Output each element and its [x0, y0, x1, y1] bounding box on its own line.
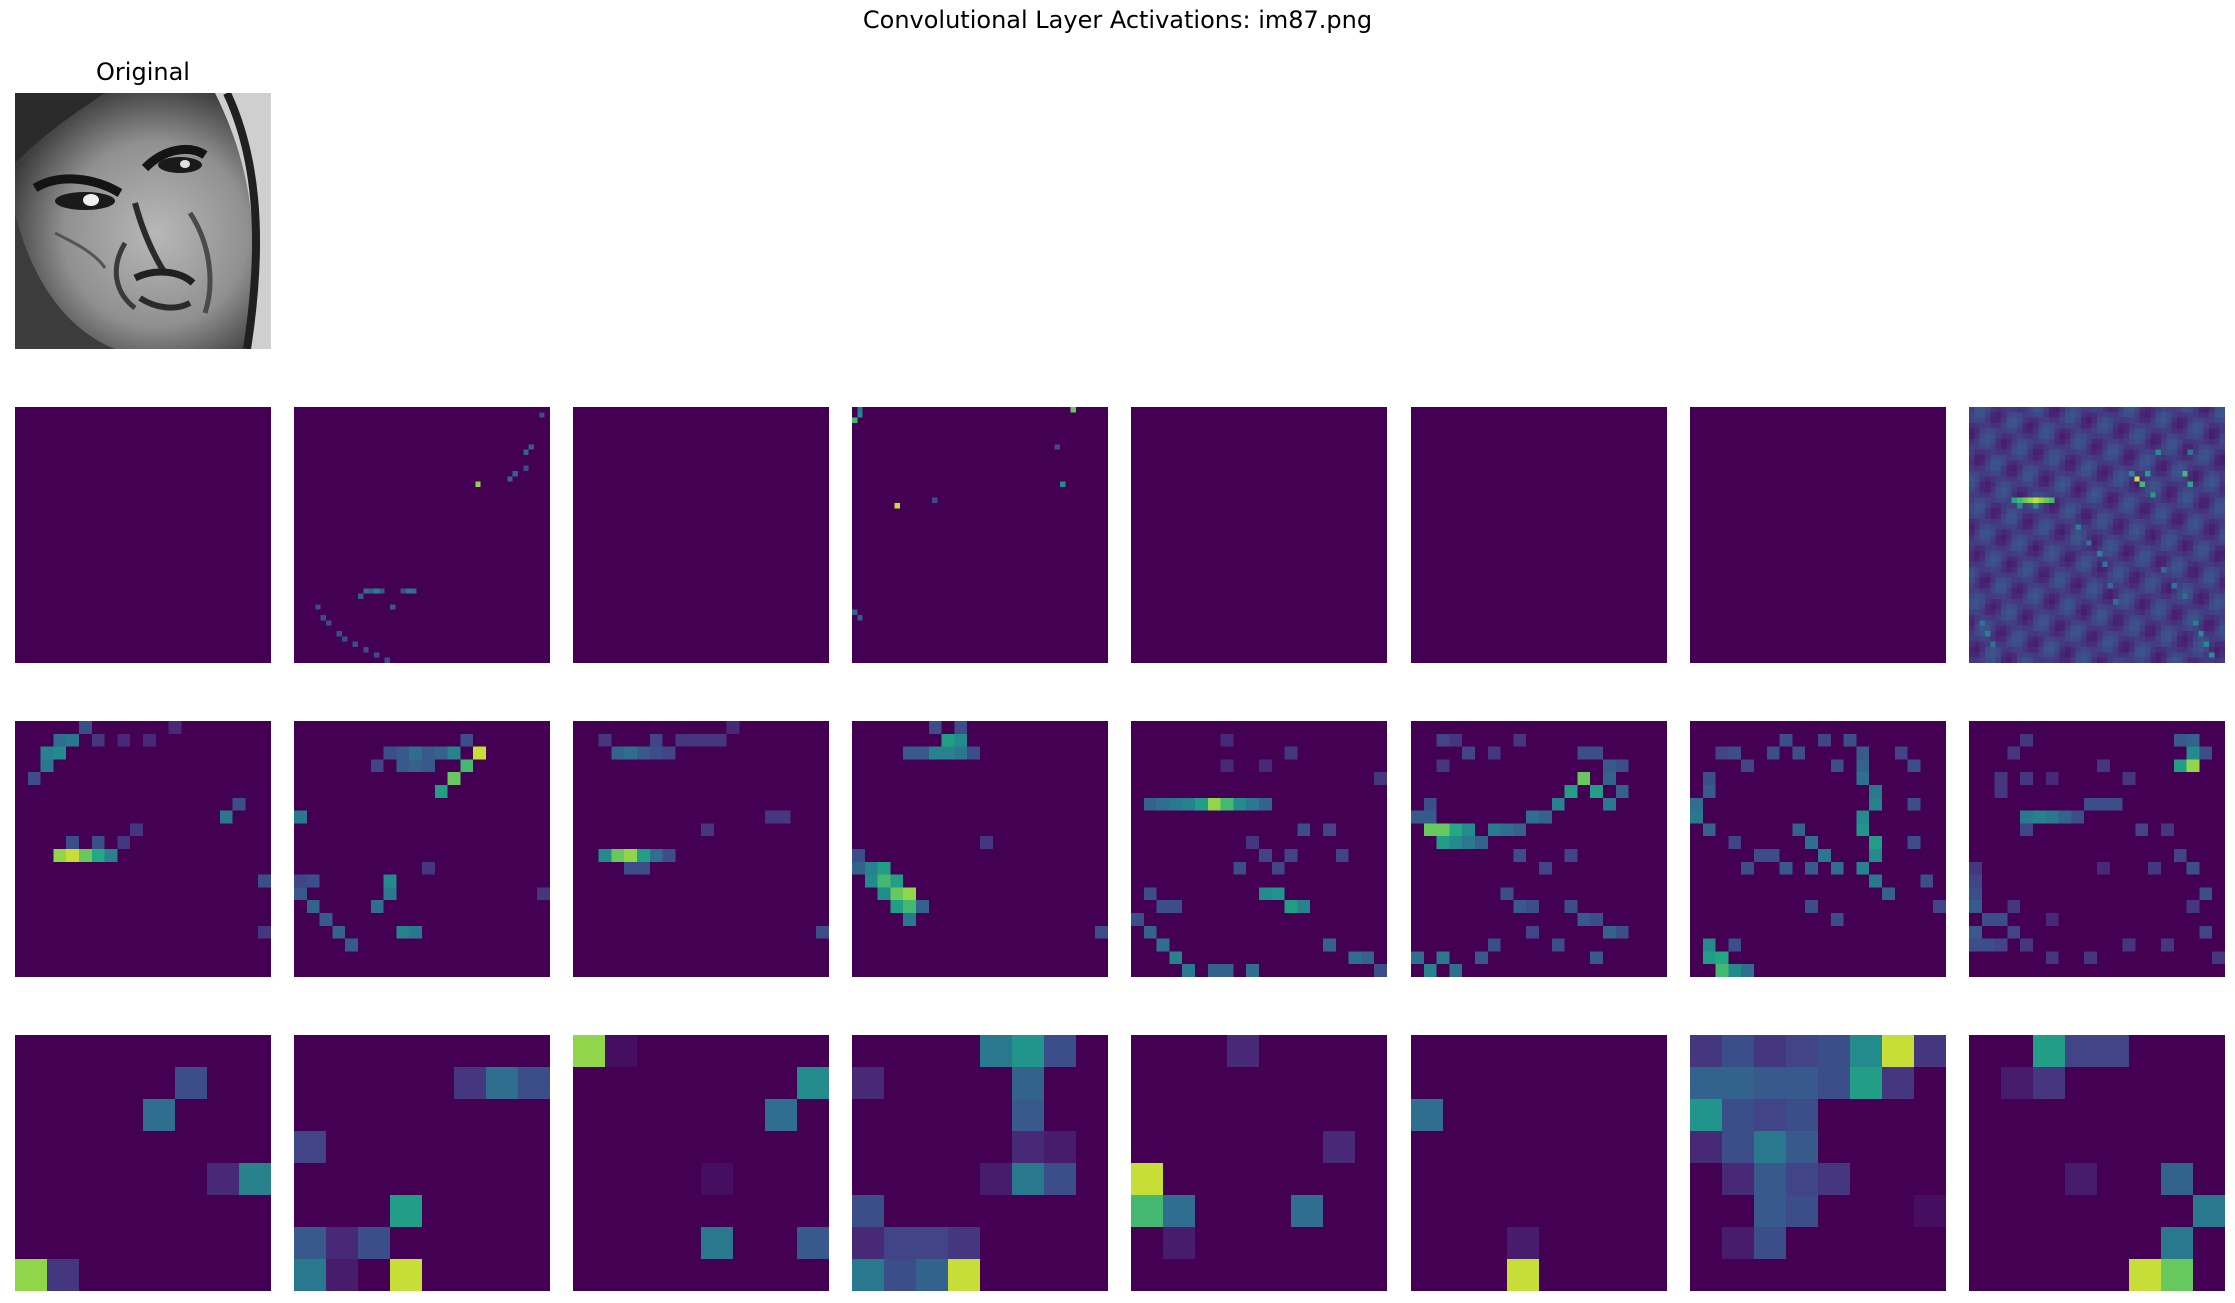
activation-map-layer3-filter2: [294, 1035, 550, 1291]
activation-map-layer2-filter3: [573, 721, 829, 977]
activation-heatmap: [15, 407, 271, 663]
activation-heatmap: [294, 407, 550, 663]
original-face-image: [15, 93, 271, 349]
activation-map-layer2-filter6: [1411, 721, 1667, 977]
activation-map-layer2-filter5: [1131, 721, 1387, 977]
activation-heatmap: [1411, 407, 1667, 663]
activation-heatmap: [1690, 721, 1946, 977]
activation-map-layer1-filter1: [15, 407, 271, 663]
face-picture: [15, 93, 271, 349]
activation-map-layer1-filter5: [1131, 407, 1387, 663]
activation-heatmap: [15, 721, 271, 977]
activation-map-layer3-filter6: [1411, 1035, 1667, 1291]
activation-map-layer2-filter1: [15, 721, 271, 977]
figure-title: Convolutional Layer Activations: im87.pn…: [862, 6, 1373, 34]
activation-heatmap: [1969, 721, 2225, 977]
activation-heatmap: [573, 1035, 829, 1291]
activation-map-layer1-filter2: [294, 407, 550, 663]
activation-map-layer3-filter5: [1131, 1035, 1387, 1291]
activation-heatmap: [1131, 407, 1387, 663]
activation-map-layer1-filter4: [852, 407, 1108, 663]
activation-heatmap: [573, 721, 829, 977]
activation-map-layer1-filter3: [573, 407, 829, 663]
activation-heatmap: [1969, 407, 2225, 663]
activation-heatmap: [1411, 1035, 1667, 1291]
activation-map-layer3-filter4: [852, 1035, 1108, 1291]
activation-heatmap: [573, 407, 829, 663]
activation-map-layer1-filter7: [1690, 407, 1946, 663]
activation-map-layer3-filter7: [1690, 1035, 1946, 1291]
original-image-title: Original: [96, 58, 190, 86]
activation-map-layer3-filter8: [1969, 1035, 2225, 1291]
activation-heatmap: [294, 1035, 550, 1291]
activation-heatmap: [1131, 1035, 1387, 1291]
activation-heatmap: [852, 721, 1108, 977]
activation-heatmap: [1131, 721, 1387, 977]
activation-heatmap: [852, 407, 1108, 663]
activation-map-layer2-filter4: [852, 721, 1108, 977]
activation-heatmap: [1690, 1035, 1946, 1291]
activation-heatmap: [1411, 721, 1667, 977]
activation-map-layer2-filter7: [1690, 721, 1946, 977]
activation-heatmap: [294, 721, 550, 977]
activation-map-layer3-filter3: [573, 1035, 829, 1291]
activation-heatmap: [1690, 407, 1946, 663]
activation-heatmap: [15, 1035, 271, 1291]
activation-heatmap: [852, 1035, 1108, 1291]
activation-map-layer3-filter1: [15, 1035, 271, 1291]
activation-map-layer2-filter8: [1969, 721, 2225, 977]
activation-map-layer2-filter2: [294, 721, 550, 977]
activation-map-layer1-filter6: [1411, 407, 1667, 663]
activation-map-layer1-filter8: [1969, 407, 2225, 663]
activation-heatmap: [1969, 1035, 2225, 1291]
